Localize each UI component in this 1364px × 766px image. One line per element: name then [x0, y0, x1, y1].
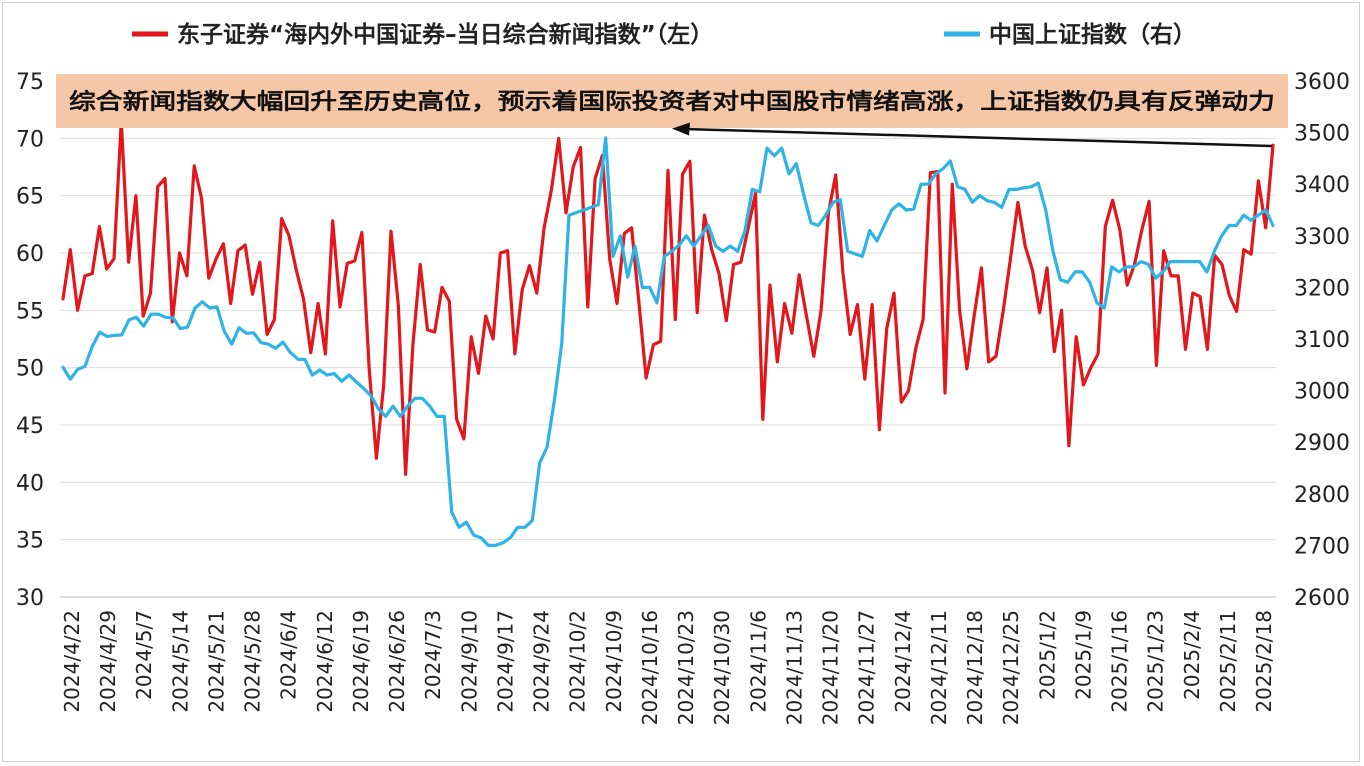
y-right-tick-label: 3600 — [1294, 70, 1350, 95]
y-right-tick-label: 3200 — [1294, 276, 1350, 301]
y-left-tick-label: 55 — [16, 299, 44, 324]
x-tick-label: 2024/9/24 — [530, 610, 554, 713]
y-right-tick-label: 3100 — [1294, 328, 1350, 353]
y-left-tick-label: 75 — [16, 70, 44, 95]
legend: 东子证券“海内外中国证券–当日综合新闻指数”（左） 中国上证指数（右） — [132, 21, 1196, 48]
x-tick-label: 2025/1/2 — [1035, 610, 1059, 700]
x-tick-label: 2024/5/7 — [132, 610, 156, 700]
y-right-tick-label: 2800 — [1294, 483, 1350, 508]
x-tick-label: 2024/10/9 — [602, 610, 626, 713]
y-right-tick-label: 3400 — [1294, 173, 1350, 198]
x-tick-label: 2024/9/17 — [493, 610, 517, 713]
x-tick-label: 2024/12/4 — [891, 610, 915, 713]
x-tick-label: 2025/2/4 — [1180, 610, 1204, 700]
x-tick-label: 2024/10/2 — [566, 610, 590, 713]
series-layer — [61, 119, 1275, 548]
y-right-tick-label: 3500 — [1294, 122, 1350, 147]
series-shanghai-index-line — [61, 136, 1275, 548]
x-tick-label: 2025/1/16 — [1108, 610, 1132, 713]
x-tick-label: 2024/5/14 — [168, 610, 192, 713]
y-left-tick-label: 45 — [16, 414, 44, 439]
y-right-tick-label: 2900 — [1294, 431, 1350, 456]
x-tick-label: 2025/1/9 — [1071, 610, 1095, 700]
y-axis-left: 30 35 40 45 50 55 60 65 70 75 — [16, 70, 44, 611]
y-left-tick-label: 50 — [16, 357, 44, 382]
x-tick-label: 2025/1/23 — [1144, 610, 1168, 713]
x-tick-label: 2025/2/18 — [1252, 610, 1276, 713]
x-tick-label: 2024/4/22 — [60, 610, 84, 713]
y-left-tick-label: 60 — [16, 242, 44, 267]
legend-label-news-index: 东子证券“海内外中国证券–当日综合新闻指数”（左） — [177, 21, 713, 48]
y-left-tick-label: 65 — [16, 185, 44, 210]
x-tick-label: 2024/12/25 — [999, 610, 1023, 725]
x-tick-label: 2024/9/10 — [457, 610, 481, 713]
x-tick-label: 2024/5/21 — [204, 610, 228, 713]
x-tick-label: 2024/12/11 — [927, 610, 951, 725]
x-tick-label: 2024/6/4 — [277, 610, 301, 700]
annotation-arrow — [683, 127, 1273, 148]
x-tick-label: 2024/7/3 — [421, 610, 445, 700]
x-tick-label: 2024/11/27 — [855, 610, 879, 725]
x-tick-label: 2024/6/19 — [349, 610, 373, 713]
x-tick-label: 2024/10/30 — [710, 610, 734, 725]
y-left-tick-label: 35 — [16, 529, 44, 554]
y-right-tick-label: 3000 — [1294, 380, 1350, 405]
annotation: 综合新闻指数大幅回升至历史高位，预示着国际投资者对中国股市情绪高涨，上证指数仍具… — [56, 74, 1288, 148]
series-news-index-line — [61, 119, 1275, 476]
x-tick-label: 2024/10/23 — [674, 610, 698, 725]
annotation-arrowhead — [672, 122, 690, 136]
x-tick-label: 2024/11/20 — [819, 610, 843, 725]
gridlines — [60, 80, 1276, 598]
y-left-tick-label: 30 — [16, 586, 44, 611]
x-tick-label: 2024/4/29 — [96, 610, 120, 713]
x-tick-label: 2024/12/18 — [963, 610, 987, 725]
annotation-text: 综合新闻指数大幅回升至历史高位，预示着国际投资者对中国股市情绪高涨，上证指数仍具… — [69, 89, 1275, 115]
x-axis: 2024/4/22 2024/4/29 2024/5/7 2024/5/14 2024/… — [60, 596, 1276, 725]
y-right-tick-label: 2700 — [1294, 534, 1350, 559]
annotation-box — [56, 74, 1288, 128]
x-tick-label: 2025/2/11 — [1216, 610, 1240, 713]
x-tick-label: 2024/10/16 — [638, 610, 662, 725]
y-right-tick-label: 2600 — [1294, 586, 1350, 611]
y-axis-right: 2600 2700 2800 2900 3000 3100 3200 3300 3400 3500… — [1294, 70, 1350, 611]
x-tick-label: 2024/6/12 — [313, 610, 337, 713]
y-left-tick-label: 40 — [16, 471, 44, 496]
x-tick-label: 2024/5/28 — [241, 610, 265, 713]
y-right-tick-label: 3300 — [1294, 225, 1350, 250]
x-tick-label: 2024/6/26 — [385, 610, 409, 713]
y-left-tick-label: 70 — [16, 127, 44, 152]
legend-label-shanghai-index: 中国上证指数（右） — [989, 21, 1196, 48]
x-tick-label: 2024/11/13 — [782, 610, 806, 725]
x-tick-label: 2024/11/6 — [746, 610, 770, 713]
